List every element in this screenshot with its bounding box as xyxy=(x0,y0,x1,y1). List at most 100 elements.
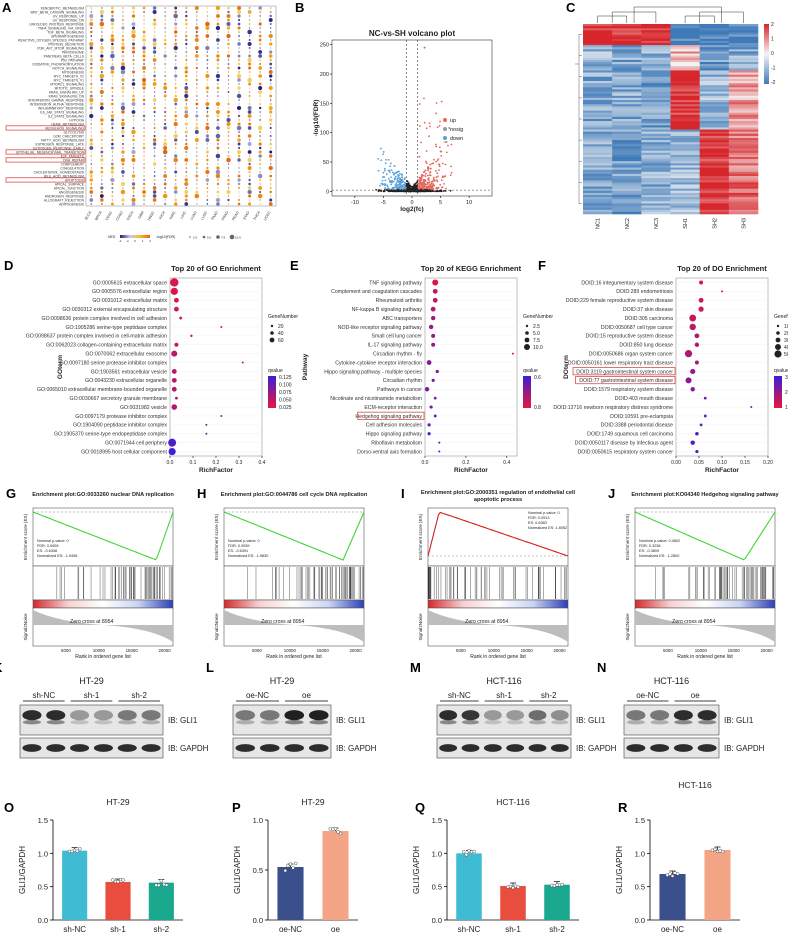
hallmark-dot xyxy=(247,166,252,170)
hallmark-dot xyxy=(111,194,114,198)
volcano-point xyxy=(397,177,400,180)
heatmap-cell xyxy=(612,201,642,204)
y-tick: 0.0 xyxy=(432,916,442,925)
heatmap-cell xyxy=(641,195,671,198)
blot-band xyxy=(626,720,645,725)
enrichment-dot xyxy=(205,432,208,435)
term-label: GO:0097180 serine protease inhibitor com… xyxy=(60,360,168,366)
hallmark-dot xyxy=(153,126,156,130)
heatmap-cell xyxy=(612,93,642,97)
heatmap-cell xyxy=(641,129,671,132)
blot-band xyxy=(235,710,256,721)
hallmark-dot xyxy=(152,22,157,26)
cancer-label: READ xyxy=(231,210,240,221)
hallmark-label: TNFA_SIGNALING_VIA_NFKB xyxy=(38,26,85,30)
enrichment-dot xyxy=(174,306,179,312)
heatmap-cell xyxy=(728,148,759,151)
heatmap-cell xyxy=(728,95,759,99)
nes-tick: 4 xyxy=(149,239,151,243)
hallmark-dot xyxy=(89,46,93,50)
hallmark-dot xyxy=(100,198,104,202)
heatmap-cell xyxy=(699,138,730,141)
hallmark-dot xyxy=(111,134,114,138)
heatmap-cell xyxy=(699,28,730,31)
hallmark-dot xyxy=(206,70,209,74)
hallmark-dot xyxy=(164,27,166,29)
hallmark-dot xyxy=(111,151,113,153)
hallmark-dot xyxy=(227,102,230,106)
heatmap-cell xyxy=(583,142,613,145)
heatmap-cell xyxy=(670,165,700,168)
highlight-box xyxy=(5,125,86,131)
hallmark-dot xyxy=(227,51,230,53)
replicate-point xyxy=(157,883,161,888)
hallmark-dot xyxy=(164,131,166,133)
hallmark-dot xyxy=(110,177,115,183)
heatmap-cell xyxy=(670,38,700,42)
heatmap-cell xyxy=(728,32,759,35)
hallmark-label: CHOLESTEROL_HOMEOSTASIS xyxy=(34,170,85,174)
x-tick: 0 xyxy=(410,200,413,206)
hallmark-dot xyxy=(196,71,198,73)
hallmark-dot xyxy=(238,39,240,41)
blot-band xyxy=(528,710,547,721)
x-tick: 0.15 xyxy=(740,460,750,466)
blot-membrane xyxy=(436,704,572,736)
es-curve xyxy=(427,511,569,557)
hallmark-dot xyxy=(89,174,93,178)
heatmap-cell xyxy=(641,180,671,183)
legend-title: GeneNumber xyxy=(268,314,298,320)
hallmark-dot xyxy=(164,159,166,161)
gsea-stat: FDR: 0.0628 xyxy=(37,544,59,548)
hallmark-dot xyxy=(121,54,125,58)
hallmark-dot xyxy=(164,199,166,201)
hallmark-dot xyxy=(120,157,126,163)
hallmark-dot xyxy=(175,147,177,149)
hallmark-dot xyxy=(268,85,273,91)
enrichment-dot xyxy=(689,314,697,322)
y-label: GLI1/GAPDH xyxy=(18,846,27,894)
hallmark-dot xyxy=(110,18,115,22)
volcano-point xyxy=(426,182,429,185)
hallmark-dot xyxy=(205,25,210,31)
hallmark-dot xyxy=(174,170,178,174)
hallmark-dot xyxy=(143,91,145,93)
hallmark-dot xyxy=(269,102,273,106)
heatmap-cell xyxy=(612,36,642,40)
volcano-point xyxy=(438,146,441,149)
hallmark-dot xyxy=(258,186,263,190)
hallmark-dot xyxy=(132,94,135,98)
term-label: TNF signaling pathway xyxy=(369,280,422,286)
hallmark-dot xyxy=(184,122,188,126)
hallmark-dot xyxy=(132,163,135,165)
y-tick: 0.0 xyxy=(635,916,645,925)
hallmark-dot xyxy=(111,102,114,106)
hallmark-dot xyxy=(258,85,263,91)
volcano-point xyxy=(415,186,417,188)
heatmap-cell xyxy=(641,32,671,35)
hallmark-dot xyxy=(142,38,146,42)
hallmark-dot xyxy=(143,171,145,173)
volcano-point xyxy=(401,184,404,187)
hallmark-dot xyxy=(270,39,272,41)
hallmark-dot xyxy=(121,46,125,50)
hallmark-dot xyxy=(237,138,241,142)
heatmap-cell xyxy=(728,205,759,208)
hallmark-dot xyxy=(227,71,230,73)
volcano-point xyxy=(437,163,440,166)
heatmap-cell xyxy=(670,100,700,103)
highlight-box xyxy=(575,376,676,385)
blot-band xyxy=(626,710,646,721)
hallmark-dot xyxy=(153,31,156,33)
heatmap-cell xyxy=(728,83,759,86)
hallmark-dot xyxy=(237,114,241,118)
gsea-title: apoptotic process xyxy=(474,497,522,503)
hallmark-dot xyxy=(269,62,273,66)
hallmark-dot xyxy=(215,73,221,79)
hallmark-dot xyxy=(248,70,251,74)
blot-band xyxy=(506,710,525,721)
heatmap-cell xyxy=(728,121,759,124)
hallmark-dot xyxy=(131,158,136,162)
hallmark-dot xyxy=(269,42,273,46)
heatmap-cell xyxy=(728,110,759,113)
